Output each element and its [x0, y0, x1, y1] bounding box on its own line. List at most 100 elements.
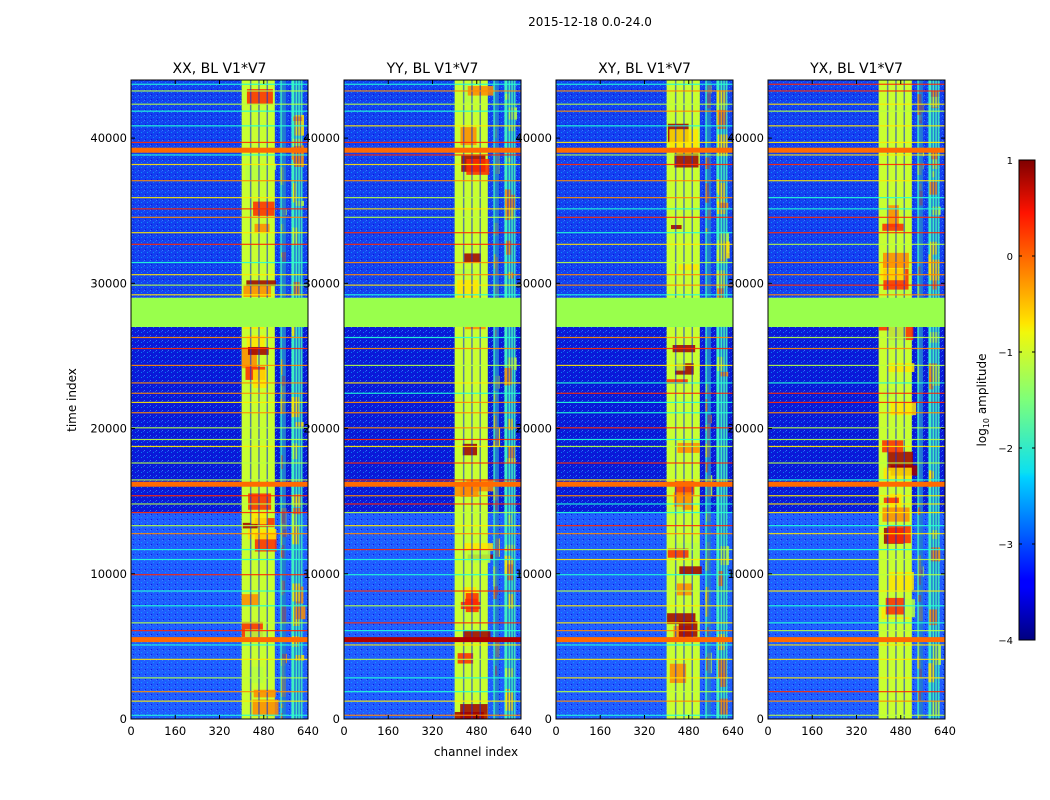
rfi-row: [556, 110, 733, 112]
rfi-row: [344, 605, 521, 607]
rfi-row: [768, 110, 945, 112]
channel-band-patch: [295, 422, 304, 427]
channel-band-patch: [506, 157, 512, 162]
x-tick-label: 480: [890, 724, 912, 738]
x-tick-label: 640: [722, 724, 744, 738]
rfi-row: [344, 438, 521, 441]
rfi-row: [556, 503, 733, 505]
rfi-row: [344, 462, 521, 464]
y-tick-label: 30000: [303, 276, 340, 290]
y-tick-label: 30000: [515, 276, 552, 290]
channel-band-patch: [931, 206, 941, 215]
x-tick-label: 320: [634, 724, 656, 738]
panel-title: XX, BL V1*V7: [173, 61, 267, 77]
rfi-row: [768, 382, 945, 384]
x-tick-label: 0: [764, 724, 771, 738]
channel-band-patch: [882, 223, 904, 231]
band-separator: [266, 80, 269, 719]
band-separator: [886, 80, 889, 719]
rfi-row: [131, 347, 308, 350]
y-tick-label: 10000: [727, 567, 764, 581]
rfi-row: [556, 364, 733, 367]
flagged-range: [556, 297, 733, 327]
rfi-row-strong: [556, 147, 733, 153]
rfi-row: [768, 125, 945, 127]
channel-band-patch: [883, 497, 899, 504]
rfi-row: [768, 392, 945, 394]
channel-band-patch: [507, 271, 512, 279]
heatmap-image: [768, 80, 945, 719]
rfi-row: [768, 294, 945, 296]
x-tick-label: 480: [466, 724, 488, 738]
rfi-row: [131, 445, 308, 448]
rfi-row: [131, 412, 308, 414]
rfi-row: [768, 622, 945, 624]
rfi-row: [344, 392, 521, 394]
rfi-row: [556, 548, 733, 551]
rfi-row: [768, 495, 945, 497]
band-separator: [920, 80, 922, 719]
band-separator: [933, 80, 936, 719]
rfi-row: [131, 103, 308, 105]
rfi-row: [131, 644, 308, 646]
band-separator: [281, 80, 284, 719]
channel-band-patch: [249, 666, 264, 684]
x-tick-label: 0: [340, 724, 347, 738]
channel-band-patch: [246, 89, 273, 105]
rfi-row-strong: [768, 147, 945, 153]
channel-band-patch: [508, 126, 515, 132]
x-tick-label: 320: [422, 724, 444, 738]
rfi-row: [556, 412, 733, 414]
rfi-row: [344, 284, 521, 286]
band-separator: [249, 80, 252, 719]
channel-band-patch: [292, 583, 301, 602]
rfi-row: [556, 622, 733, 624]
channel-band-patch: [717, 182, 726, 196]
rfi-row: [131, 83, 308, 85]
rfi-row: [344, 427, 521, 429]
x-tick-label: 160: [589, 724, 611, 738]
figure-suptitle: 2015-12-18 0.0-24.0: [528, 15, 652, 29]
rfi-row: [344, 274, 521, 276]
x-tick-label: 320: [209, 724, 231, 738]
rfi-row: [344, 533, 521, 535]
channel-band-patch: [291, 324, 296, 337]
band-separator: [299, 80, 302, 719]
y-tick-label: 0: [333, 712, 340, 726]
rfi-row: [131, 622, 308, 624]
rfi-row: [131, 90, 308, 92]
channel-band-patch: [679, 566, 702, 575]
rfi-row: [131, 438, 308, 441]
rfi-row: [344, 141, 521, 144]
rfi-row: [344, 197, 521, 199]
rfi-row: [768, 284, 945, 286]
rfi-row: [131, 274, 308, 276]
channel-band-patch: [293, 156, 300, 164]
panel-yy: YY, BL V1*V7 0 160 320 480 640 0 10000 20000 3000…: [303, 61, 532, 738]
channel-band-patch: [929, 181, 938, 195]
rfi-row: [556, 590, 733, 592]
rfi-row: [556, 103, 733, 105]
rfi-row: [556, 691, 733, 693]
rfi-row: [131, 427, 308, 429]
channel-band-patch: [888, 324, 906, 346]
x-tick-label: 160: [801, 724, 823, 738]
rfi-row: [131, 658, 308, 660]
rfi-row: [556, 700, 733, 702]
rfi-row: [131, 154, 308, 156]
heatmap-image: [344, 80, 521, 719]
rfi-row: [131, 163, 308, 166]
flagged-range: [131, 297, 308, 327]
rfi-row: [344, 261, 521, 264]
channel-band-patch: [719, 698, 728, 716]
x-tick-label: 0: [552, 724, 559, 738]
rfi-row: [768, 83, 945, 85]
rfi-row: [131, 392, 308, 394]
rfi-row: [131, 700, 308, 702]
rfi-row: [556, 392, 733, 394]
rfi-row: [768, 180, 945, 182]
rfi-row: [344, 495, 521, 497]
rfi-row: [768, 590, 945, 592]
rfi-row-strong: [344, 147, 521, 153]
heatmap-image: [131, 80, 308, 719]
